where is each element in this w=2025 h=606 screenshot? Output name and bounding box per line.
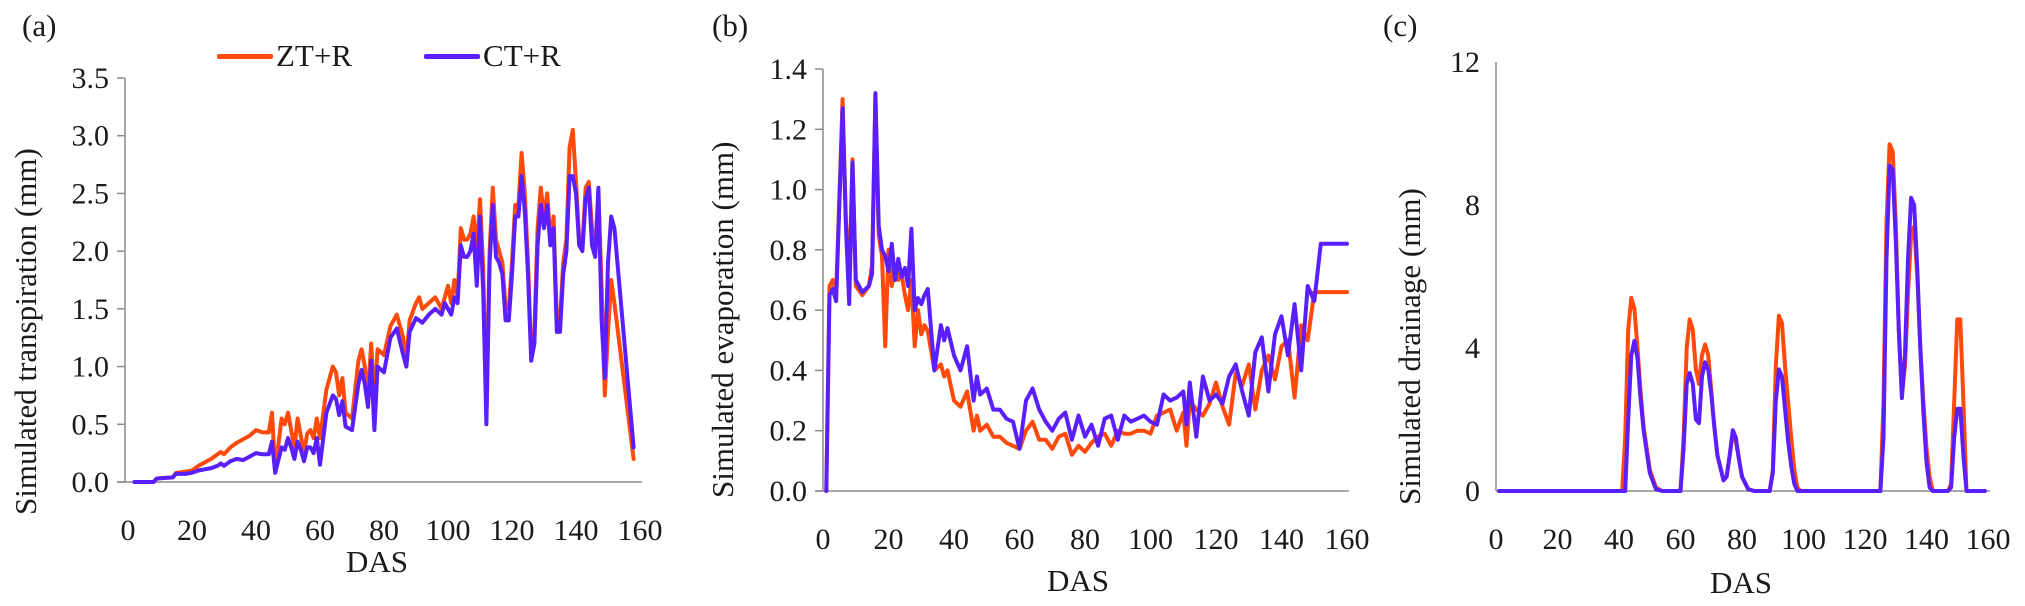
x-axis-label-b: DAS [1047, 563, 1110, 598]
y-tick-label: 1.0 [72, 351, 110, 384]
y-tick-label: 0.8 [770, 234, 808, 267]
legend-label-zt: ZT+R [276, 38, 353, 73]
legend-line-ct-icon [424, 53, 481, 59]
y-tick-label: 4 [1465, 332, 1480, 365]
x-tick-label: 0 [121, 514, 136, 547]
y-tick-label: 0.0 [770, 475, 808, 508]
y-tick-label: 1.4 [770, 53, 808, 86]
x-tick-label: 40 [1604, 523, 1634, 556]
x-tick-label: 140 [1259, 523, 1304, 556]
x-tick-label: 20 [177, 514, 207, 547]
series-line-ctr [1497, 163, 1987, 493]
plot-area-a: 0.0 0.5 1.0 1.5 2.0 2.5 3.0 3.5 0 20 40 60 80 100 120 1… [72, 62, 663, 547]
x-tick-label: 0 [1489, 523, 1504, 556]
x-tick-label: 160 [1325, 523, 1370, 556]
x-axis-label-c: DAS [1710, 565, 1773, 600]
y-tick-label: 2.5 [72, 177, 110, 210]
x-tick-label: 60 [1005, 523, 1035, 556]
x-axis-label-a: DAS [346, 544, 409, 579]
y-tick-label: 1.0 [770, 174, 808, 207]
legend-line-zt-icon [217, 53, 273, 59]
panel-label-c: (c) [1383, 8, 1418, 43]
legend: ZT+R CT+R [217, 36, 561, 76]
x-tick-label: 120 [490, 514, 535, 547]
y-tick-label: 1.5 [72, 293, 110, 326]
y-tick-label: 0.5 [72, 408, 110, 441]
x-tick-label: 120 [1843, 523, 1888, 556]
x-tick-label: 60 [305, 514, 335, 547]
x-tick-label: 0 [816, 523, 831, 556]
y-tick-label: 8 [1465, 189, 1480, 222]
x-tick-label: 80 [1070, 523, 1100, 556]
x-tick-label: 20 [1543, 523, 1573, 556]
x-tick-label: 140 [1904, 523, 1949, 556]
y-tick-label: 0.2 [770, 415, 808, 448]
x-tick-label: 100 [426, 514, 471, 547]
legend-item-ct: CT+R [424, 38, 561, 74]
y-tick-label: 0.4 [770, 354, 808, 387]
x-tick-label: 100 [1128, 523, 1173, 556]
legend-label-ct: CT+R [483, 38, 561, 73]
panel-b: (b) Simulated evaporation (mm) DAS 0.0 0.… [705, 8, 1370, 598]
y-tick-label: 0.0 [72, 466, 110, 499]
series-line-ctr [824, 91, 1349, 493]
x-tick-label: 100 [1781, 523, 1826, 556]
y-tick-label: 3.0 [72, 120, 110, 153]
plot-area-b: 0.0 0.2 0.4 0.6 0.8 1.0 1.2 1.4 0 20 40 60 80 100 120 1… [770, 53, 1370, 556]
x-tick-label: 80 [1727, 523, 1757, 556]
x-tick-label: 140 [554, 514, 599, 547]
x-tick-label: 40 [241, 514, 271, 547]
y-tick-label: 0 [1465, 475, 1480, 508]
x-tick-label: 60 [1666, 523, 1696, 556]
y-tick-label: 12 [1450, 46, 1480, 79]
x-tick-label: 120 [1194, 523, 1239, 556]
panel-label-a: (a) [22, 8, 57, 43]
y-tick-label: 1.2 [770, 113, 808, 146]
series-line-ctr [132, 174, 636, 484]
y-tick-label: 2.0 [72, 235, 110, 268]
y-tick-label: 3.5 [72, 62, 110, 95]
x-tick-label: 80 [369, 514, 399, 547]
x-tick-label: 20 [874, 523, 904, 556]
x-tick-label: 160 [1966, 523, 2011, 556]
panel-a: (a) ZT+R CT+R Simulated transpiration (m… [0, 0, 680, 606]
x-tick-label: 160 [618, 514, 663, 547]
panel-label-b: (b) [712, 8, 749, 43]
y-tick-label: 0.6 [770, 294, 808, 327]
x-tick-label: 40 [939, 523, 969, 556]
legend-item-zt: ZT+R [217, 38, 352, 74]
